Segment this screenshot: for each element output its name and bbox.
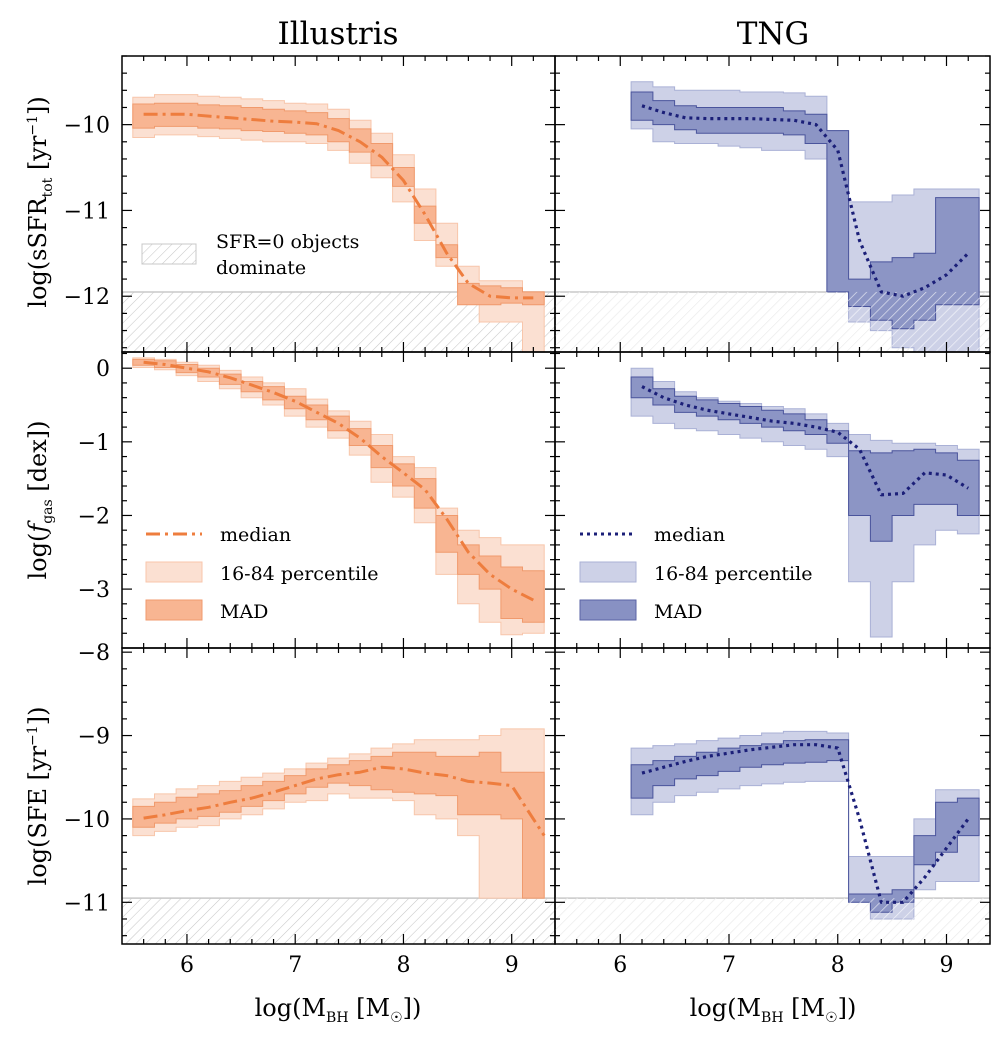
column-title-illustris: Illustris bbox=[277, 16, 398, 52]
panel-3-median-line bbox=[641, 385, 970, 497]
panel-0-ytick-label: −11 bbox=[64, 199, 110, 224]
panel-4-xtick-label: 7 bbox=[288, 953, 302, 978]
illustris-legend-mad: MAD bbox=[220, 601, 268, 623]
tng-legend-percentile-swatch bbox=[579, 561, 637, 583]
panel-1-plot bbox=[555, 81, 990, 352]
panel-2-median-line bbox=[143, 360, 534, 602]
hatch-legend-swatch bbox=[141, 243, 197, 265]
panel-0-plot bbox=[122, 94, 555, 352]
panel-5-median-line bbox=[641, 743, 970, 904]
panel-5-percentile-band bbox=[630, 730, 980, 920]
hatch-legend-label-1: SFR=0 objects bbox=[216, 231, 359, 253]
hatch-legend: SFR=0 objects dominate bbox=[141, 231, 359, 279]
panel-2-ytick-label: −1 bbox=[78, 431, 110, 456]
hatch-legend-label-2: dominate bbox=[216, 257, 306, 279]
tng-legend-mad: MAD bbox=[654, 601, 702, 623]
panel-4-plot bbox=[122, 728, 555, 944]
panel-2-mad-band bbox=[132, 358, 545, 623]
panel-4-xtick-label: 9 bbox=[505, 953, 519, 978]
panel-4-ytick-label: −9 bbox=[78, 725, 110, 750]
panel-5-hatch-overlay bbox=[555, 898, 990, 944]
ylabel-ssfr: log(sSFRtot [yr−1]) bbox=[24, 96, 56, 307]
panel-4-hatch-region bbox=[122, 898, 555, 944]
panel-0-median-line bbox=[143, 112, 534, 300]
xlabel-right: log(MBH [M☉]) bbox=[690, 994, 857, 1026]
ylabel-sfe: log(SFE [yr−1]) bbox=[24, 707, 52, 886]
panel-5-xtick-label: 8 bbox=[831, 953, 845, 978]
ylabel-fgas: log(fgas [dex]) bbox=[24, 420, 56, 579]
tng-legend-median: median bbox=[654, 524, 725, 546]
tng-legend-percentile: 16-84 percentile bbox=[654, 563, 812, 585]
panel-5-xtick-label: 6 bbox=[613, 953, 627, 978]
panel-5-mad-band bbox=[630, 739, 980, 913]
panel-4-mad-band bbox=[132, 751, 545, 899]
panel-4-median-line bbox=[143, 765, 546, 837]
panel-3-percentile-band bbox=[630, 367, 980, 638]
panels: −12−11−10−3−2−10−11−10−9−86 7 8 9 6 7 8 9 bbox=[64, 55, 991, 978]
panel-2-ytick-label: −2 bbox=[78, 504, 110, 529]
panel-4-ytick-label: −8 bbox=[78, 641, 110, 666]
panel-4-xtick-label: 6 bbox=[180, 953, 194, 978]
panel-1-hatch-overlay bbox=[555, 291, 990, 352]
panel-0-ytick-label: −12 bbox=[64, 285, 110, 310]
illustris-legend-mad-swatch bbox=[145, 599, 203, 621]
panel-2-ytick-label: −3 bbox=[78, 578, 110, 603]
panel-3-mad-band bbox=[630, 376, 980, 542]
panel-5-xtick-label: 7 bbox=[722, 953, 736, 978]
panel-5-xtick-label: 9 bbox=[940, 953, 954, 978]
panel-4-ytick-label: −10 bbox=[64, 808, 110, 833]
illustris-legend: median 16-84 percentile MAD bbox=[145, 524, 378, 623]
panel-4-xtick-label: 8 bbox=[396, 953, 410, 978]
column-title-tng: TNG bbox=[737, 16, 810, 52]
xlabel-left: log(MBH [M☉]) bbox=[255, 994, 422, 1026]
panel-0-mad-band bbox=[132, 102, 545, 306]
panel-1-median-line bbox=[641, 104, 970, 298]
panel-0-ytick-label: −10 bbox=[64, 114, 110, 139]
panel-5-plot bbox=[555, 730, 990, 944]
illustris-legend-percentile: 16-84 percentile bbox=[220, 563, 378, 585]
illustris-legend-percentile-swatch bbox=[145, 561, 203, 583]
tng-legend: median 16-84 percentile MAD bbox=[579, 524, 812, 623]
panel-2-percentile-band bbox=[132, 357, 545, 636]
panel-3-plot bbox=[630, 367, 980, 638]
panel-2-plot bbox=[132, 357, 545, 636]
illustris-legend-median: median bbox=[220, 524, 291, 546]
panel-4-ytick-label: −11 bbox=[64, 891, 110, 916]
tng-legend-mad-swatch bbox=[579, 599, 637, 621]
panel-2-ytick-label: 0 bbox=[96, 357, 110, 382]
